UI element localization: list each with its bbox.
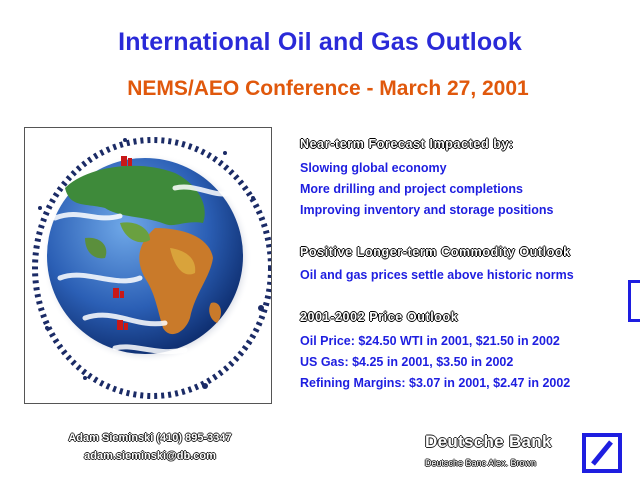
brand-name: Deutsche Bank	[425, 432, 552, 451]
slide-subtitle: NEMS/AEO Conference - March 27, 2001	[127, 77, 529, 100]
list-item: More drilling and project completions	[300, 182, 523, 196]
globe-icon	[32, 137, 271, 399]
section-heading: 2001-2002 Price Outlook	[300, 310, 459, 324]
deutsche-bank-logo-icon	[582, 433, 622, 473]
brand-tagline: Deutsche Banc Alex. Brown	[425, 458, 537, 468]
slide-title: International Oil and Gas Outlook	[118, 28, 522, 56]
list-item: Oil Price: $24.50 WTI in 2001, $21.50 in…	[300, 334, 560, 348]
list-item: US Gas: $4.25 in 2001, $3.50 in 2002	[300, 355, 514, 369]
section-heading: Positive Longer-term Commodity Outlook	[300, 245, 571, 259]
list-item: Refining Margins: $3.07 in 2001, $2.47 i…	[300, 376, 571, 390]
contact-line: Adam Sieminski (410) 895-3347	[68, 432, 232, 444]
list-item: Improving inventory and storage position…	[300, 203, 554, 217]
list-item: Oil and gas prices settle above historic…	[300, 268, 574, 282]
section-heading: Near-term Forecast Impacted by:	[300, 137, 514, 151]
list-item: Slowing global economy	[300, 161, 447, 175]
edge-logo-fragment	[628, 280, 640, 322]
globe-image	[24, 127, 272, 404]
contact-email: adam.sieminski@db.com	[84, 450, 216, 462]
